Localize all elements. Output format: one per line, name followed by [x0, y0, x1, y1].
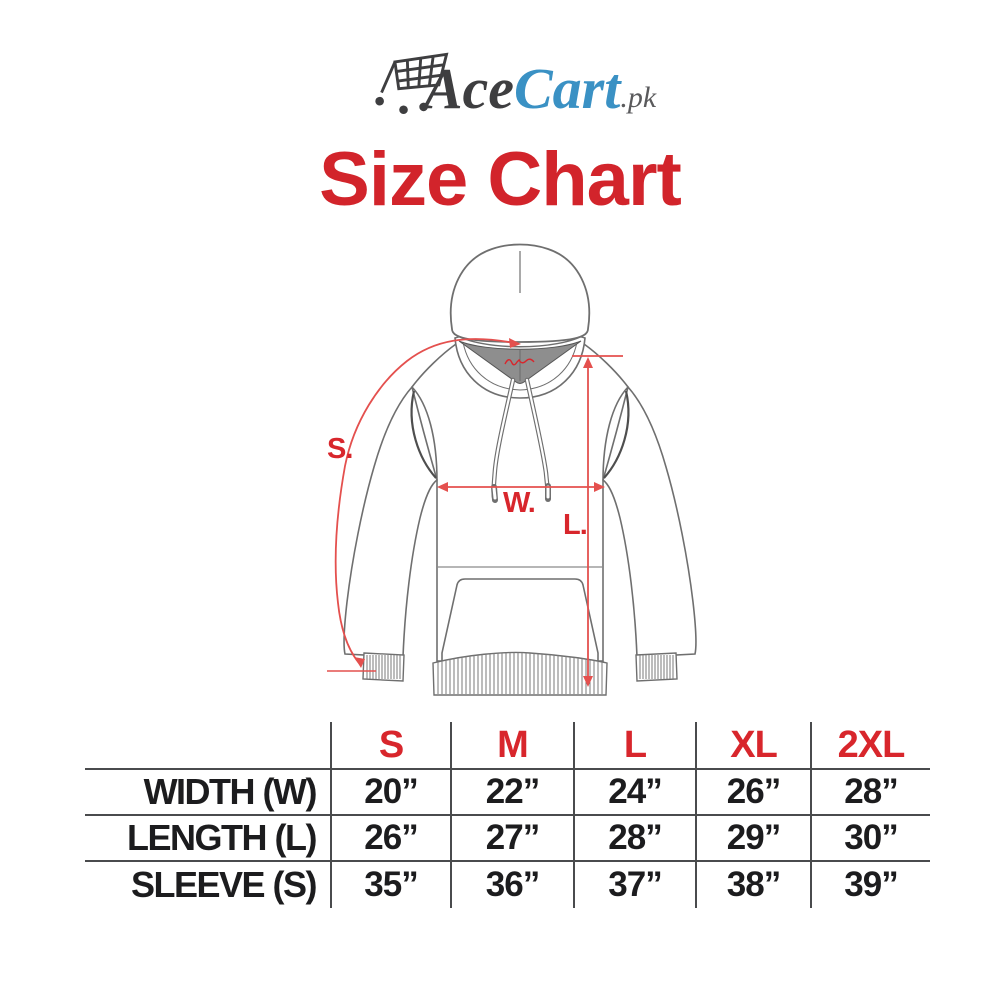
length-measure-line	[572, 355, 623, 687]
table-cell: 24”	[575, 770, 697, 816]
table-cell: 29”	[697, 816, 812, 862]
size-table: S M L XL 2XL WIDTH (W) 20” 22” 24” 26” 2…	[85, 722, 930, 908]
table-cell: 35”	[332, 862, 452, 908]
sleeve-measure-label: S.	[327, 433, 352, 465]
brand-name-part2: Cart	[513, 56, 621, 121]
table-cell: 37”	[575, 862, 697, 908]
hoodie-diagram: S. W. L.	[327, 243, 697, 696]
width-measure-label: W.	[503, 487, 535, 519]
table-cell: 28”	[812, 770, 930, 816]
column-header-s: S	[332, 722, 452, 770]
table-cell: 36”	[452, 862, 575, 908]
table-cell: 27”	[452, 816, 575, 862]
right-cuff	[635, 652, 678, 682]
hem-band	[432, 651, 608, 696]
width-measure-line	[437, 482, 605, 492]
row-label-length: LENGTH (L)	[85, 816, 332, 862]
brand-name-suffix: .pk	[620, 81, 657, 114]
row-label-sleeve: SLEEVE (S)	[85, 862, 332, 908]
row-label-width: WIDTH (W)	[85, 770, 332, 816]
hoodie-right-sleeve	[602, 385, 697, 658]
column-header-l: L	[575, 722, 697, 770]
column-header-xl: XL	[697, 722, 812, 770]
column-header-2xl: 2XL	[812, 722, 930, 770]
brand-logo: Ace Cart .pk	[14, 42, 1000, 122]
table-cell: 39”	[844, 865, 898, 904]
column-header-m: M	[452, 722, 575, 770]
length-measure-label: L.	[563, 509, 587, 541]
sleeve-measure-line	[327, 338, 521, 672]
table-corner-cell	[85, 722, 332, 770]
table-cell: 28”	[575, 816, 697, 862]
kangaroo-pocket	[441, 578, 599, 662]
table-cell: 22”	[452, 770, 575, 816]
table-cell: 38”	[697, 862, 812, 908]
table-cell: 20”	[332, 770, 452, 816]
left-cuff	[362, 652, 405, 682]
shopping-cart-icon	[375, 52, 449, 115]
brand-script-mark	[504, 358, 535, 366]
page-title: Size Chart	[319, 137, 682, 222]
table-cell: 30”	[812, 816, 930, 862]
brand-name-part1: Ace	[423, 56, 514, 121]
table-cell: 26”	[697, 770, 812, 816]
table-cell: 26”	[332, 816, 452, 862]
